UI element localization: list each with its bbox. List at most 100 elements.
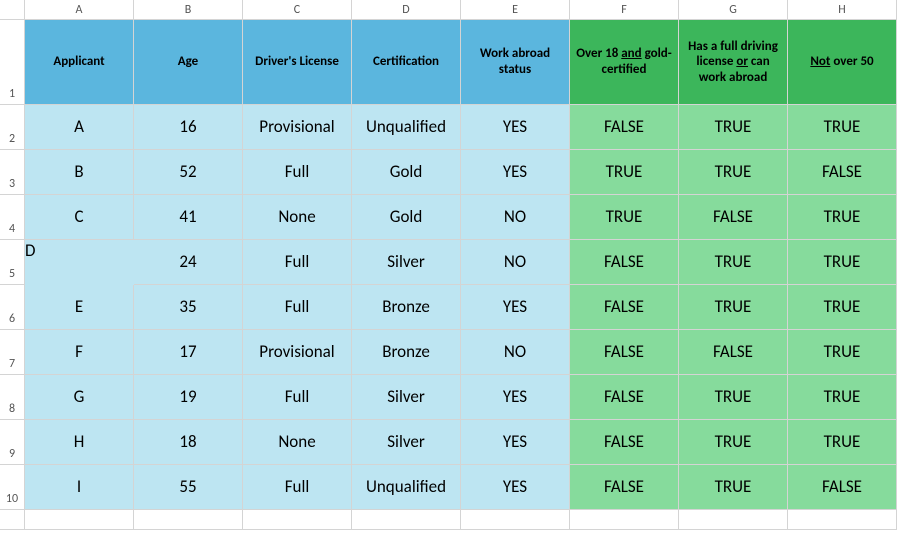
- cell-F9[interactable]: FALSE: [570, 420, 679, 465]
- cell-G1[interactable]: Has a full driving license or can work a…: [679, 20, 788, 105]
- cell-E1[interactable]: Work abroad status: [461, 20, 570, 105]
- cell-A2[interactable]: A: [25, 105, 134, 150]
- row-header-7[interactable]: 7: [0, 330, 25, 375]
- cell-E6[interactable]: YES: [461, 285, 570, 330]
- cell-G5[interactable]: TRUE: [679, 240, 788, 285]
- cell-C4[interactable]: None: [243, 195, 352, 240]
- col-header-A[interactable]: A: [25, 0, 134, 20]
- cell-E2[interactable]: YES: [461, 105, 570, 150]
- cell-F3[interactable]: TRUE: [570, 150, 679, 195]
- col-header-F[interactable]: F: [570, 0, 679, 20]
- cell-A4[interactable]: C: [25, 195, 134, 240]
- cell-B5[interactable]: 24: [134, 240, 243, 285]
- cell-B6[interactable]: 35: [134, 285, 243, 330]
- col-header-H[interactable]: H: [788, 0, 897, 20]
- cell-D6[interactable]: Bronze: [352, 285, 461, 330]
- cell-H7[interactable]: TRUE: [788, 330, 897, 375]
- cell-D8[interactable]: Silver: [352, 375, 461, 420]
- cell-G4[interactable]: FALSE: [679, 195, 788, 240]
- cell-B10[interactable]: 55: [134, 465, 243, 510]
- cell-A7[interactable]: F: [25, 330, 134, 375]
- cell-F6[interactable]: FALSE: [570, 285, 679, 330]
- cell-C8[interactable]: Full: [243, 375, 352, 420]
- row-header-9[interactable]: 9: [0, 420, 25, 465]
- cell-E11[interactable]: [461, 510, 570, 530]
- cell-G7[interactable]: FALSE: [679, 330, 788, 375]
- row-header-4[interactable]: 4: [0, 195, 25, 240]
- cell-F4[interactable]: TRUE: [570, 195, 679, 240]
- cell-D1[interactable]: Certification: [352, 20, 461, 105]
- cell-H8[interactable]: TRUE: [788, 375, 897, 420]
- cell-G2[interactable]: TRUE: [679, 105, 788, 150]
- cell-E9[interactable]: YES: [461, 420, 570, 465]
- cell-E5[interactable]: NO: [461, 240, 570, 285]
- cell-A11[interactable]: [25, 510, 134, 530]
- cell-G8[interactable]: TRUE: [679, 375, 788, 420]
- cell-B11[interactable]: [134, 510, 243, 530]
- row-header-5[interactable]: 5: [0, 240, 25, 285]
- cell-A3[interactable]: B: [25, 150, 134, 195]
- row-header-10[interactable]: 10: [0, 465, 25, 510]
- cell-B3[interactable]: 52: [134, 150, 243, 195]
- cell-B4[interactable]: 41: [134, 195, 243, 240]
- cell-H3[interactable]: FALSE: [788, 150, 897, 195]
- cell-F7[interactable]: FALSE: [570, 330, 679, 375]
- cell-F2[interactable]: FALSE: [570, 105, 679, 150]
- cell-B9[interactable]: 18: [134, 420, 243, 465]
- cell-D7[interactable]: Bronze: [352, 330, 461, 375]
- row-header-1[interactable]: 1: [0, 20, 25, 105]
- cell-H6[interactable]: TRUE: [788, 285, 897, 330]
- cell-A6[interactable]: E: [25, 285, 134, 330]
- col-header-C[interactable]: C: [243, 0, 352, 20]
- row-header-11[interactable]: [0, 510, 25, 530]
- cell-G10[interactable]: TRUE: [679, 465, 788, 510]
- cell-A10[interactable]: I: [25, 465, 134, 510]
- col-header-G[interactable]: G: [679, 0, 788, 20]
- cell-D10[interactable]: Unqualified: [352, 465, 461, 510]
- cell-E7[interactable]: NO: [461, 330, 570, 375]
- cell-C9[interactable]: None: [243, 420, 352, 465]
- cell-D5[interactable]: Silver: [352, 240, 461, 285]
- cell-D9[interactable]: Silver: [352, 420, 461, 465]
- row-header-6[interactable]: 6: [0, 285, 25, 330]
- col-header-D[interactable]: D: [352, 0, 461, 20]
- col-header-B[interactable]: B: [134, 0, 243, 20]
- cell-G3[interactable]: TRUE: [679, 150, 788, 195]
- cell-C11[interactable]: [243, 510, 352, 530]
- cell-B8[interactable]: 19: [134, 375, 243, 420]
- row-header-8[interactable]: 8: [0, 375, 25, 420]
- cell-B1[interactable]: Age: [134, 20, 243, 105]
- cell-C5[interactable]: Full: [243, 240, 352, 285]
- cell-H11[interactable]: [788, 510, 897, 530]
- cell-A5[interactable]: D: [25, 240, 134, 285]
- spreadsheet-grid[interactable]: A B C D E F G H 1 Applicant Age Driver's…: [0, 0, 900, 530]
- cell-H2[interactable]: TRUE: [788, 105, 897, 150]
- cell-F10[interactable]: FALSE: [570, 465, 679, 510]
- cell-A9[interactable]: H: [25, 420, 134, 465]
- cell-F8[interactable]: FALSE: [570, 375, 679, 420]
- cell-H1[interactable]: Not over 50: [788, 20, 897, 105]
- cell-A8[interactable]: G: [25, 375, 134, 420]
- cell-G11[interactable]: [679, 510, 788, 530]
- cell-H9[interactable]: TRUE: [788, 420, 897, 465]
- cell-A1[interactable]: Applicant: [25, 20, 134, 105]
- cell-C1[interactable]: Driver's License: [243, 20, 352, 105]
- cell-F1[interactable]: Over 18 and gold-certified: [570, 20, 679, 105]
- cell-D2[interactable]: Unqualified: [352, 105, 461, 150]
- cell-E8[interactable]: YES: [461, 375, 570, 420]
- col-header-E[interactable]: E: [461, 0, 570, 20]
- cell-B7[interactable]: 17: [134, 330, 243, 375]
- cell-C10[interactable]: Full: [243, 465, 352, 510]
- cell-C2[interactable]: Provisional: [243, 105, 352, 150]
- cell-E4[interactable]: NO: [461, 195, 570, 240]
- row-header-3[interactable]: 3: [0, 150, 25, 195]
- cell-C6[interactable]: Full: [243, 285, 352, 330]
- cell-G6[interactable]: TRUE: [679, 285, 788, 330]
- cell-D11[interactable]: [352, 510, 461, 530]
- cell-E3[interactable]: YES: [461, 150, 570, 195]
- cell-F5[interactable]: FALSE: [570, 240, 679, 285]
- select-all-corner[interactable]: [0, 0, 25, 20]
- cell-D3[interactable]: Gold: [352, 150, 461, 195]
- row-header-2[interactable]: 2: [0, 105, 25, 150]
- cell-B2[interactable]: 16: [134, 105, 243, 150]
